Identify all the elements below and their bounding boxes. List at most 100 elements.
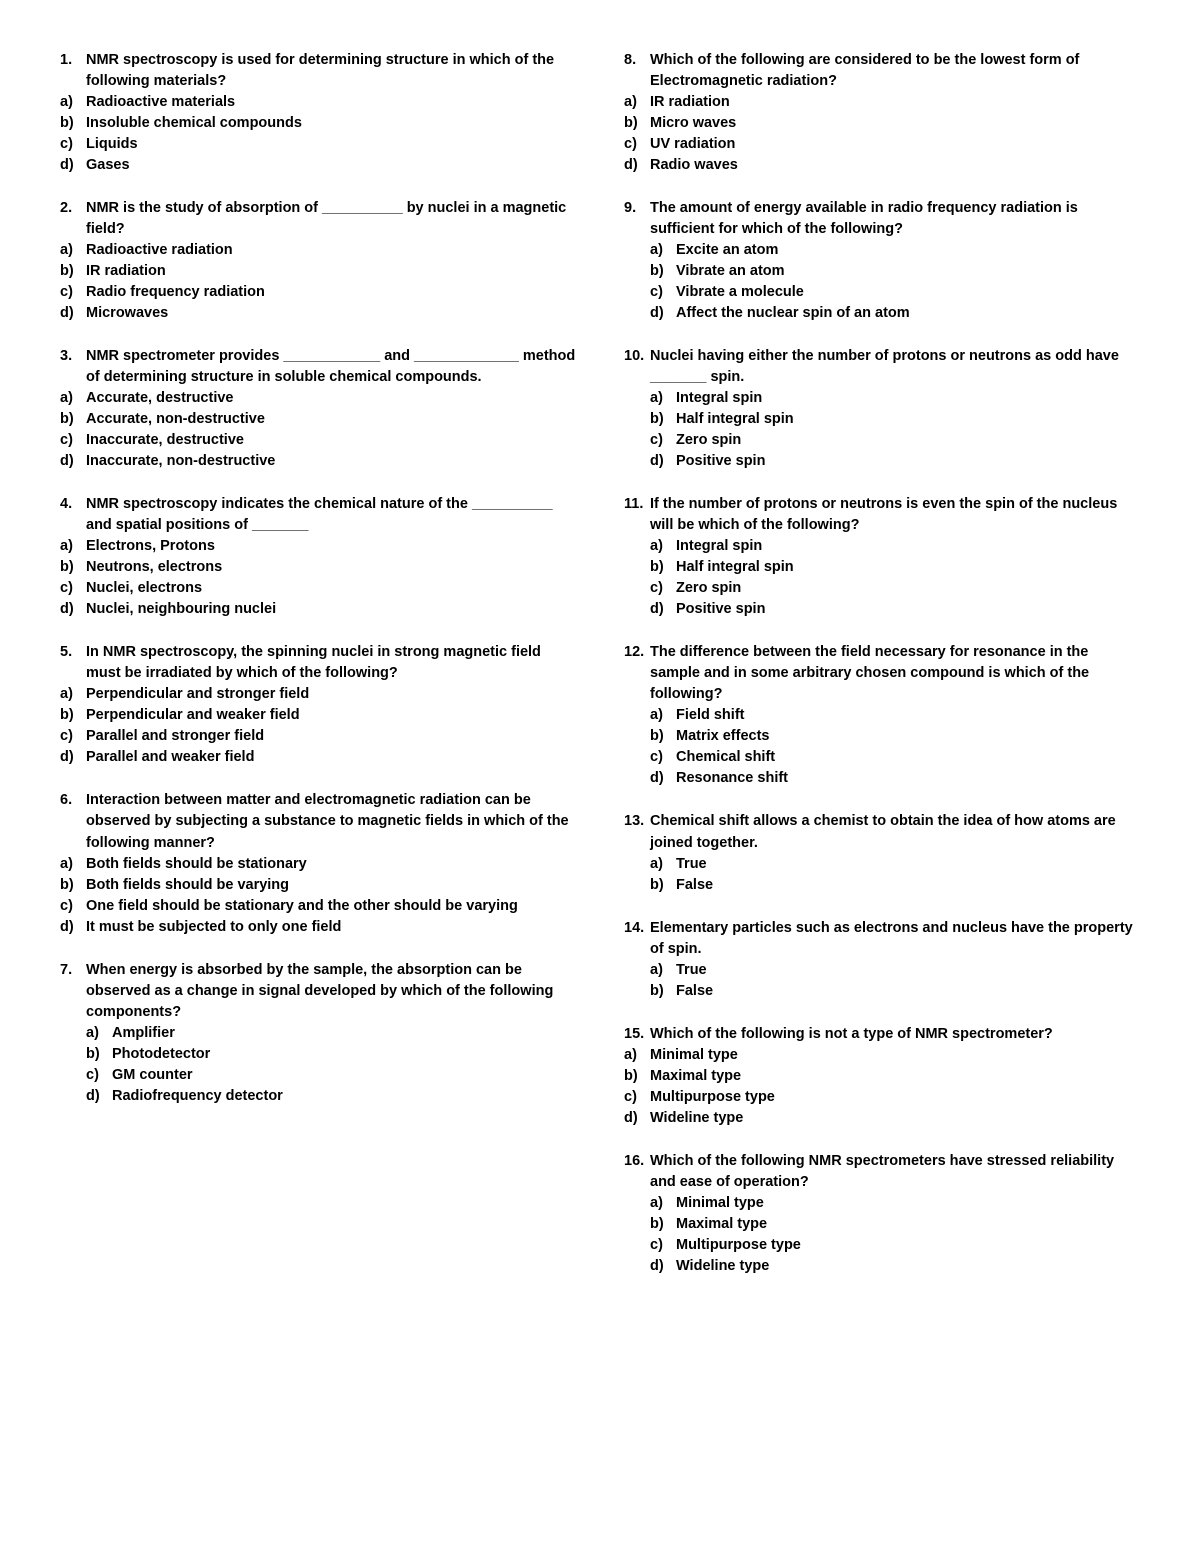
option-letter: c) — [650, 282, 676, 303]
option-letter: a) — [60, 854, 86, 875]
question-text: NMR spectroscopy indicates the chemical … — [86, 494, 576, 536]
option-line: a)Amplifier — [60, 1023, 576, 1044]
option-line: c)GM counter — [60, 1065, 576, 1086]
option-letter: a) — [650, 1193, 676, 1214]
option-letter: c) — [60, 282, 86, 303]
question-text: The difference between the field necessa… — [650, 642, 1140, 705]
option-letter: a) — [86, 1023, 112, 1044]
option-text: Both fields should be stationary — [86, 854, 576, 875]
question-line: 13.Chemical shift allows a chemist to ob… — [624, 811, 1140, 853]
option-text: Minimal type — [650, 1045, 1140, 1066]
option-text: Matrix effects — [676, 726, 1140, 747]
option-line: b)Vibrate an atom — [624, 261, 1140, 282]
option-line: a)Excite an atom — [624, 240, 1140, 261]
option-text: Neutrons, electrons — [86, 557, 576, 578]
option-text: Multipurpose type — [676, 1235, 1140, 1256]
option-line: b)Micro waves — [624, 113, 1140, 134]
option-letter: b) — [86, 1044, 112, 1065]
left-column: 1.NMR spectroscopy is used for determini… — [60, 50, 576, 1299]
option-letter: c) — [60, 578, 86, 599]
option-letter: b) — [650, 726, 676, 747]
question-block: 7.When energy is absorbed by the sample,… — [60, 960, 576, 1107]
option-letter: b) — [60, 705, 86, 726]
option-line: c)Nuclei, electrons — [60, 578, 576, 599]
question-line: 5.In NMR spectroscopy, the spinning nucl… — [60, 642, 576, 684]
option-line: b)Matrix effects — [624, 726, 1140, 747]
option-text: Both fields should be varying — [86, 875, 576, 896]
option-line: c)Zero spin — [624, 578, 1140, 599]
option-line: c)UV radiation — [624, 134, 1140, 155]
option-letter: a) — [60, 388, 86, 409]
option-text: Nuclei, electrons — [86, 578, 576, 599]
option-text: Accurate, non-destructive — [86, 409, 576, 430]
option-line: d)Nuclei, neighbouring nuclei — [60, 599, 576, 620]
option-text: False — [676, 875, 1140, 896]
option-line: a)Integral spin — [624, 388, 1140, 409]
question-number: 14. — [624, 918, 650, 939]
option-letter: a) — [60, 92, 86, 113]
option-line: a)Accurate, destructive — [60, 388, 576, 409]
option-text: Vibrate a molecule — [676, 282, 1140, 303]
question-text: NMR spectrometer provides ____________ a… — [86, 346, 576, 388]
option-text: Radio frequency radiation — [86, 282, 576, 303]
option-line: d)Gases — [60, 155, 576, 176]
question-block: 4.NMR spectroscopy indicates the chemica… — [60, 494, 576, 620]
question-number: 6. — [60, 790, 86, 811]
option-letter: a) — [650, 240, 676, 261]
option-line: a)Field shift — [624, 705, 1140, 726]
option-text: Resonance shift — [676, 768, 1140, 789]
option-letter: b) — [60, 875, 86, 896]
option-line: a)Electrons, Protons — [60, 536, 576, 557]
option-letter: c) — [60, 896, 86, 917]
option-line: d)Parallel and weaker field — [60, 747, 576, 768]
option-text: True — [676, 960, 1140, 981]
option-line: d)It must be subjected to only one field — [60, 917, 576, 938]
question-block: 12.The difference between the field nece… — [624, 642, 1140, 789]
option-line: b)Accurate, non-destructive — [60, 409, 576, 430]
option-line: b)False — [624, 875, 1140, 896]
option-letter: b) — [60, 261, 86, 282]
option-text: Positive spin — [676, 451, 1140, 472]
option-line: d)Radio waves — [624, 155, 1140, 176]
option-letter: d) — [650, 451, 676, 472]
option-line: a)True — [624, 854, 1140, 875]
question-number: 13. — [624, 811, 650, 832]
option-text: One field should be stationary and the o… — [86, 896, 576, 917]
option-letter: c) — [624, 1087, 650, 1108]
question-number: 3. — [60, 346, 86, 367]
option-line: c)Vibrate a molecule — [624, 282, 1140, 303]
question-text: If the number of protons or neutrons is … — [650, 494, 1140, 536]
option-text: Accurate, destructive — [86, 388, 576, 409]
option-line: d)Radiofrequency detector — [60, 1086, 576, 1107]
option-text: Positive spin — [676, 599, 1140, 620]
option-letter: d) — [650, 303, 676, 324]
option-text: Radiofrequency detector — [112, 1086, 576, 1107]
option-line: c)Multipurpose type — [624, 1087, 1140, 1108]
option-letter: c) — [86, 1065, 112, 1086]
question-number: 1. — [60, 50, 86, 71]
question-line: 8.Which of the following are considered … — [624, 50, 1140, 92]
option-letter: d) — [86, 1086, 112, 1107]
option-letter: c) — [650, 430, 676, 451]
option-line: d)Microwaves — [60, 303, 576, 324]
question-number: 7. — [60, 960, 86, 981]
option-letter: b) — [650, 981, 676, 1002]
option-text: False — [676, 981, 1140, 1002]
option-line: b)Perpendicular and weaker field — [60, 705, 576, 726]
option-letter: b) — [60, 113, 86, 134]
option-line: b)Half integral spin — [624, 409, 1140, 430]
option-line: a)Perpendicular and stronger field — [60, 684, 576, 705]
option-text: Parallel and stronger field — [86, 726, 576, 747]
question-line: 1.NMR spectroscopy is used for determini… — [60, 50, 576, 92]
option-line: a)IR radiation — [624, 92, 1140, 113]
question-block: 10.Nuclei having either the number of pr… — [624, 346, 1140, 472]
option-line: d)Positive spin — [624, 599, 1140, 620]
option-text: Affect the nuclear spin of an atom — [676, 303, 1140, 324]
option-line: a)True — [624, 960, 1140, 981]
question-block: 13.Chemical shift allows a chemist to ob… — [624, 811, 1140, 895]
option-line: c)Chemical shift — [624, 747, 1140, 768]
question-line: 16.Which of the following NMR spectromet… — [624, 1151, 1140, 1193]
option-text: UV radiation — [650, 134, 1140, 155]
option-letter: b) — [650, 875, 676, 896]
question-line: 7.When energy is absorbed by the sample,… — [60, 960, 576, 1023]
